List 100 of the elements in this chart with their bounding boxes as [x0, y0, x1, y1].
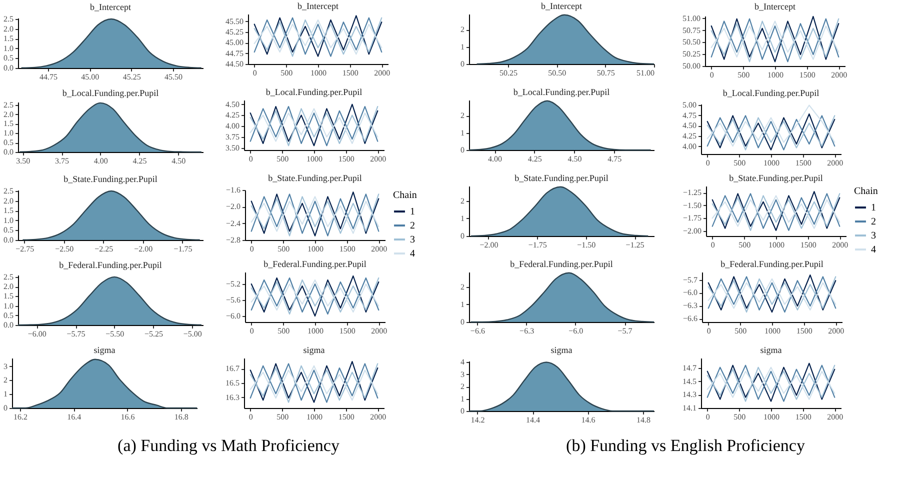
x-tick-label: 51.00	[636, 68, 654, 78]
y-tick-label: 2	[460, 282, 464, 292]
x-tick-label: 0	[706, 158, 710, 168]
y-tick-label: 4.00	[682, 142, 696, 151]
y-tick-label: 2.5	[4, 272, 14, 282]
x-tick-label: 1000	[764, 412, 780, 422]
x-tick-label: 2000	[371, 326, 388, 336]
x-tick-label: 16.4	[67, 412, 82, 422]
y-tick-label: 3.50	[226, 143, 240, 152]
x-tick-label: 14.8	[636, 416, 650, 424]
x-tick-label: 500	[734, 158, 746, 168]
x-tick-label: 16.2	[14, 412, 28, 422]
y-tick-label: 45.25	[226, 27, 244, 36]
x-tick-label: 16.6	[120, 412, 135, 422]
y-tick-label: 3	[460, 370, 464, 379]
chart-title: b_Intercept	[90, 2, 132, 12]
x-tick-label: 1000	[764, 158, 780, 168]
y-tick-label: 2.5	[4, 100, 14, 110]
chart-title: b_State.Funding.per.Pupil	[729, 173, 824, 183]
x-tick-label: 1000	[306, 154, 322, 164]
chart-title: b_Intercept	[541, 1, 582, 11]
x-tick-label: 500	[738, 70, 750, 80]
x-tick-label: 45.25	[122, 72, 141, 82]
chart-title: b_Intercept	[298, 1, 339, 11]
chart-title: b_Local.Funding.per.Pupil	[266, 87, 363, 97]
x-tick-label: 500	[278, 244, 290, 254]
y-tick-label: −2.4	[226, 218, 240, 228]
x-tick-label: 2000	[374, 68, 390, 78]
x-tick-label: 2000	[827, 158, 844, 168]
x-tick-label: 1500	[795, 412, 812, 422]
x-tick-label: 1500	[339, 244, 356, 254]
y-tick-label: −2.0	[226, 202, 240, 212]
y-tick-label: 0.0	[4, 148, 14, 156]
x-tick-label: 16.8	[174, 412, 188, 422]
y-tick-label: 4.50	[682, 121, 696, 130]
x-tick-label: −5.50	[106, 330, 124, 338]
y-tick-label: 2	[460, 382, 464, 392]
x-tick-label: 50.25	[499, 68, 518, 78]
y-tick-label: 1.0	[4, 44, 14, 53]
x-tick-label: 1500	[342, 68, 358, 78]
y-tick-label: 1	[4, 390, 8, 399]
chart-title: sigma	[550, 345, 572, 356]
legend-label: 4	[410, 248, 415, 260]
x-tick-label: 500	[734, 326, 747, 336]
legend-label: 1	[410, 206, 415, 218]
y-tick-label: 0.0	[4, 320, 14, 330]
x-tick-label: 500	[280, 68, 293, 78]
y-tick-label: 2.0	[4, 24, 14, 34]
y-tick-label: 50.75	[682, 26, 700, 35]
x-tick-label: 2000	[370, 154, 386, 164]
chart-title: b_Local.Funding.per.Pupil	[62, 88, 160, 98]
x-tick-label: −2.25	[94, 244, 114, 254]
x-tick-label: 500	[276, 412, 289, 422]
x-tick-label: −1.25	[626, 240, 644, 250]
legend-title: Chain	[393, 190, 417, 201]
y-tick-label: −1.6	[226, 186, 240, 194]
y-tick-label: 1.5	[4, 292, 14, 301]
y-tick-label: 2.0	[4, 282, 14, 292]
y-tick-label: 44.75	[226, 48, 244, 58]
x-tick-label: 1500	[796, 326, 812, 336]
line-series	[706, 104, 836, 147]
x-tick-label: 2000	[832, 240, 848, 250]
x-tick-label: 2000	[828, 326, 844, 336]
x-tick-label: 44.75	[40, 72, 58, 82]
y-tick-label: 0	[460, 406, 464, 416]
y-tick-label: −5.6	[226, 296, 240, 304]
y-tick-label: 1.0	[4, 128, 14, 138]
y-tick-label: 0	[460, 146, 464, 154]
x-tick-label: 0	[706, 412, 710, 422]
y-tick-label: 0	[460, 60, 464, 68]
x-tick-label: 1000	[308, 326, 324, 336]
y-tick-label: 1	[460, 300, 464, 309]
chart-title: b_Federal.Funding.per.Pupil	[59, 260, 162, 270]
y-tick-label: 0.5	[4, 310, 14, 320]
y-tick-label: 1	[460, 128, 464, 138]
y-tick-label: −5.2	[226, 280, 240, 288]
legend-label: 1	[871, 202, 876, 214]
x-tick-label: 500	[278, 326, 290, 336]
x-tick-label: 1500	[795, 158, 812, 168]
x-tick-label: −6.6	[470, 326, 485, 336]
y-tick-label: 2	[460, 25, 464, 34]
y-tick-label: 50.00	[682, 62, 700, 70]
y-tick-label: −2.00	[682, 226, 702, 236]
y-tick-label: 45.00	[226, 38, 244, 48]
y-tick-label: 3	[4, 362, 8, 371]
x-tick-label: 4.50	[568, 154, 582, 164]
y-tick-label: 2.5	[4, 186, 14, 196]
x-tick-label: 0	[248, 412, 253, 422]
y-tick-label: 0	[460, 318, 464, 326]
x-tick-label: −6.0	[568, 326, 584, 336]
x-tick-label: −5.25	[144, 330, 164, 338]
chart-title: b_Federal.Funding.per.Pupil	[720, 259, 824, 269]
x-tick-label: 4.25	[528, 154, 542, 164]
x-tick-label: 0	[710, 240, 715, 250]
y-tick-label: 1.5	[4, 206, 14, 216]
y-tick-label: 45.50	[226, 16, 244, 26]
y-tick-label: 51.00	[682, 14, 700, 23]
legend-label: 3	[410, 234, 415, 246]
x-tick-label: 1500	[339, 326, 356, 336]
y-tick-label: 0	[460, 232, 464, 240]
